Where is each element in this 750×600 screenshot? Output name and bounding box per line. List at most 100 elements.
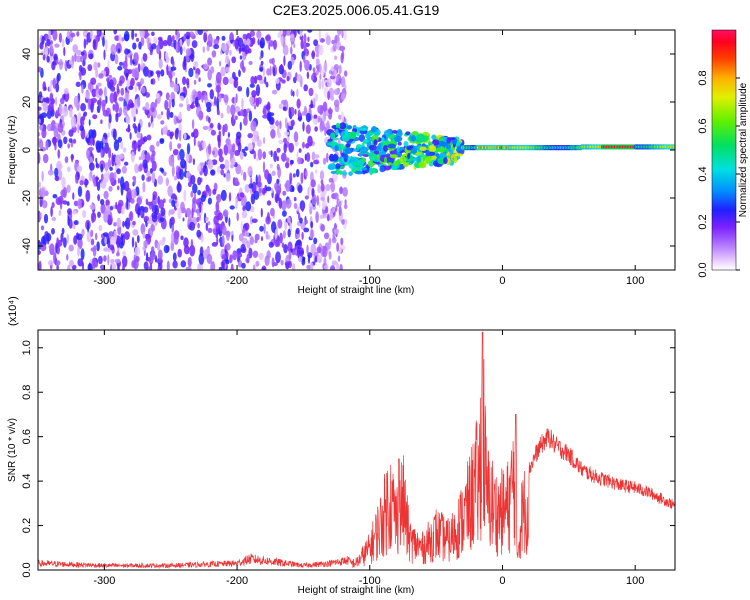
spectrogram-cell: [40, 51, 45, 56]
spectrogram-cell: [273, 39, 277, 50]
spectrogram-cell: [40, 244, 47, 252]
spectrogram-cell: [258, 252, 264, 260]
spectrogram-cell: [267, 111, 272, 122]
spectrogram-cell: [288, 250, 292, 261]
spectrogram-cell: [38, 210, 41, 223]
spectrogram-cell: [108, 185, 113, 192]
spectrogram-cell: [66, 254, 69, 261]
spectrogram-cell: [113, 222, 117, 227]
spectrogram-cell: [215, 71, 222, 84]
spectrogram-cell: [262, 151, 267, 160]
spectrogram-cell: [210, 129, 216, 136]
spectrogram-cell: [285, 157, 290, 163]
snr-panel: -300 -200 -100 0 100 0.0 0.2 0.4 0.6 0.8 1.0 Heig…: [7, 296, 676, 596]
spectrogram-cell: [240, 169, 244, 176]
spectrogram-cell: [232, 157, 236, 166]
spectrogram-cell: [240, 109, 244, 117]
spectrogram-cell: [218, 266, 223, 270]
spectrogram-cell: [251, 90, 257, 98]
spectrogram-cell: [139, 30, 145, 39]
spectrogram-cell: [383, 156, 388, 163]
spectrogram-cell: [38, 131, 41, 137]
spectrogram-cell: [190, 174, 196, 185]
spectrogram-cell: [326, 142, 336, 146]
spectrogram-cell: [120, 234, 123, 246]
spectrogram-cell: [339, 186, 343, 195]
spectrogram-cell: [329, 265, 336, 270]
spectrogram-cell: [97, 62, 101, 68]
spectrogram-cell: [382, 165, 392, 171]
spectrogram-cell: [268, 241, 274, 248]
spectrogram-cell: [220, 168, 225, 176]
spectrogram-cell: [69, 59, 72, 65]
spectrogram-cell: [259, 67, 264, 72]
spectrogram-cell: [340, 111, 344, 123]
spectrogram-cell: [217, 137, 221, 149]
spectrogram-cell: [204, 161, 207, 169]
spectrogram-cell: [338, 64, 342, 75]
spectrogram-cell: [157, 36, 163, 41]
spectrogram-cell: [100, 173, 104, 182]
spectrogram-cell: [71, 153, 74, 163]
spectrogram-cell: [315, 64, 320, 70]
spectrogram-cell: [226, 104, 231, 115]
y-tick-label: 40: [21, 48, 33, 60]
spectrogram-cell: [333, 64, 339, 71]
spectrogram-cell: [239, 151, 244, 160]
spectrogram-cell: [55, 96, 58, 106]
spectrogram-cell: [293, 196, 297, 202]
snr-multiplier: (x10⁴): [7, 296, 19, 326]
spectrogram-cell: [113, 171, 117, 181]
spectrogram-cell: [115, 252, 120, 257]
spectrogram-cell: [317, 185, 322, 194]
spectrogram-cell: [411, 135, 416, 142]
spectrogram-cell: [243, 239, 247, 245]
spectrogram-cell: [313, 39, 318, 47]
spectrogram-cell: [290, 33, 295, 39]
spectrogram-cell: [104, 86, 107, 99]
spectrogram-cell: [221, 42, 227, 53]
spectrogram-cell: [144, 108, 150, 116]
spectrogram-cell: [274, 182, 280, 191]
spectrogram-cell: [344, 70, 348, 77]
spectrogram-cell: [425, 135, 430, 141]
spectrogram-cell: [266, 101, 271, 113]
spectrogram-cell: [310, 221, 314, 229]
spectrogram-cell: [247, 142, 254, 151]
spectrogram-cell: [234, 181, 240, 186]
spectrogram-cell: [335, 35, 338, 46]
spectrogram-cell: [117, 48, 121, 53]
spectrogram-cell: [326, 120, 330, 132]
spectrogram-cell: [282, 106, 287, 111]
spectrogram-cell: [344, 129, 349, 136]
spectrogram-cell: [241, 262, 246, 269]
spectrogram-cell: [341, 78, 346, 87]
spectrogram-cell: [189, 104, 196, 109]
spectrogram-cell: [297, 246, 300, 259]
spectrogram-cell: [207, 159, 214, 170]
spectrogram-cell: [305, 112, 311, 123]
spectrogram-cell: [40, 187, 46, 199]
spectrogram-cell: [67, 143, 70, 149]
snr-y-label: SNR (10 * v/v): [7, 418, 18, 482]
spectrogram-cell: [274, 120, 280, 127]
spectrogram-cell: [96, 241, 100, 252]
spectrogram-cell: [185, 266, 192, 270]
spectrogram-cell: [132, 42, 137, 50]
spectrogram-cell: [124, 180, 130, 192]
spectrogram-cell: [115, 42, 122, 54]
spectrogram-cell: [300, 39, 304, 50]
spectrogram-cell: [359, 146, 369, 154]
spectrogram-cell: [234, 96, 237, 107]
spectrogram-cell: [256, 30, 262, 39]
spectrogram-cell: [90, 212, 97, 223]
spectrogram-cell: [178, 112, 183, 120]
spectrogram-cell: [211, 50, 217, 58]
spectrogram-cell: [174, 128, 179, 140]
spectrogram-cell: [265, 186, 272, 192]
spectrogram-cell: [148, 121, 151, 128]
figure-title: C2E3.2025.006.05.41.G19: [273, 2, 440, 18]
spectrogram-cell: [129, 211, 134, 222]
snr-line: [38, 331, 675, 570]
spectrogram-cell: [64, 156, 69, 164]
